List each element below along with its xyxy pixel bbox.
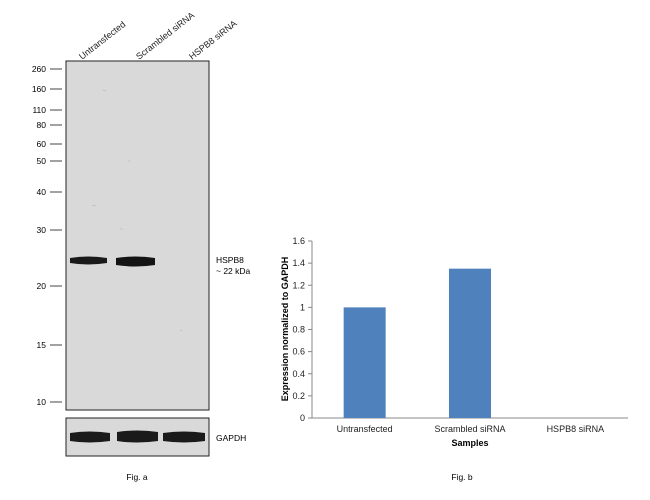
y-axis-title: Expression normalized to GAPDH <box>280 257 290 402</box>
hspb8-kda-label: ~ 22 kDa <box>216 266 251 276</box>
expression-bar-chart: 0 0.2 0.4 0.6 0.8 1 1.2 1.4 1.6 Untransfected Scr… <box>280 236 628 482</box>
y-tick-label: 0 <box>300 413 305 423</box>
gapdh-band-hspb8-sirna <box>163 431 205 443</box>
gapdh-band-untransfected <box>70 431 110 443</box>
gapdh-band-scrambled <box>117 430 158 443</box>
chart-y-ticks: 0 0.2 0.4 0.6 0.8 1 1.2 1.4 1.6 <box>292 236 312 423</box>
chart-bars <box>343 268 491 418</box>
chart-category-labels: Untransfected Scrambled siRNA HSPB8 siRNA <box>337 424 604 434</box>
y-tick-label: 1.6 <box>292 236 305 246</box>
mw-label: 50 <box>37 156 47 166</box>
y-tick-label: 0.4 <box>292 369 305 379</box>
y-tick-label: 1.2 <box>292 280 305 290</box>
y-tick-label: 0.2 <box>292 391 305 401</box>
mw-label: 110 <box>32 105 46 115</box>
lane-label-hspb8-sirna: HSPB8 siRNA <box>187 18 238 61</box>
mw-label: 160 <box>32 84 46 94</box>
western-blot-panel: Untransfected Scrambled siRNA HSPB8 siRN… <box>32 10 251 482</box>
y-tick-label: 1 <box>300 302 305 312</box>
hspb8-band-untransfected <box>70 256 107 265</box>
mw-label: 260 <box>32 64 46 74</box>
category-label: Scrambled siRNA <box>434 424 505 434</box>
mw-marker-ladder: 260 160 110 80 60 50 40 30 20 15 10 <box>32 64 62 407</box>
mw-label: 10 <box>37 397 47 407</box>
fig-b-caption: Fig. b <box>451 472 473 482</box>
category-label: HSPB8 siRNA <box>547 424 605 434</box>
category-label: Untransfected <box>337 424 393 434</box>
bar-0 <box>343 307 386 418</box>
lane-label-untransfected: Untransfected <box>77 19 127 61</box>
y-tick-label: 0.8 <box>292 325 305 335</box>
mw-label: 60 <box>37 139 47 149</box>
fig-a-caption: Fig. a <box>126 472 148 482</box>
mw-label: 40 <box>37 187 47 197</box>
hspb8-band-label: HSPB8 <box>216 255 244 265</box>
y-tick-label: 1.4 <box>292 258 305 268</box>
mw-label: 30 <box>37 225 47 235</box>
bar-1 <box>449 268 491 418</box>
blot-membrane <box>65 60 210 411</box>
mw-label: 15 <box>37 340 47 350</box>
gapdh-label: GAPDH <box>216 433 246 443</box>
x-axis-title: Samples <box>451 438 488 448</box>
mw-label: 20 <box>37 281 47 291</box>
mw-label: 80 <box>37 120 47 130</box>
y-tick-label: 0.6 <box>292 347 305 357</box>
hspb8-band-scrambled <box>116 256 155 267</box>
